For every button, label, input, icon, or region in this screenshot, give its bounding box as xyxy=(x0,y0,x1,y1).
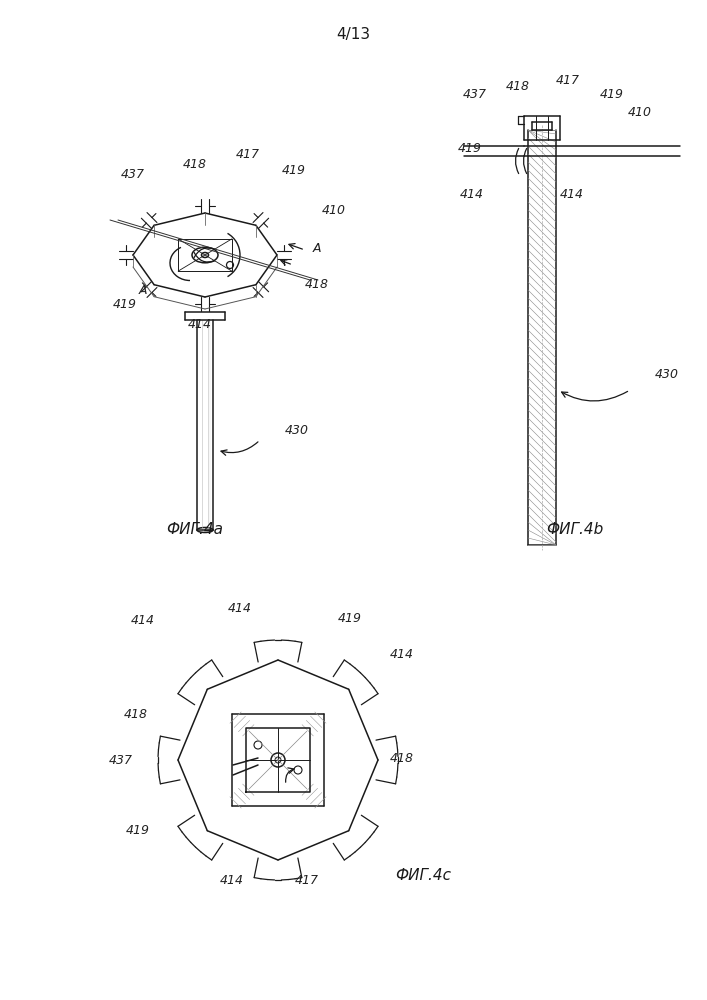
Text: 417: 417 xyxy=(295,874,319,886)
Text: ФИГ.4c: ФИГ.4c xyxy=(395,867,451,882)
Text: 419: 419 xyxy=(338,611,362,624)
Text: A: A xyxy=(313,242,322,255)
Text: 4/13: 4/13 xyxy=(336,27,370,42)
Text: 437: 437 xyxy=(109,754,133,766)
Text: 410: 410 xyxy=(628,105,652,118)
Text: 417: 417 xyxy=(556,74,580,87)
Text: 430: 430 xyxy=(655,368,679,381)
Text: 414: 414 xyxy=(131,613,155,626)
Text: 418: 418 xyxy=(305,278,329,292)
Text: ФИГ.4a: ФИГ.4a xyxy=(167,522,223,538)
Text: ФИГ.4b: ФИГ.4b xyxy=(547,522,604,538)
Text: A: A xyxy=(139,284,147,296)
Text: 419: 419 xyxy=(126,824,150,836)
Text: 419: 419 xyxy=(113,298,137,312)
Text: 430: 430 xyxy=(285,424,309,436)
Text: 414: 414 xyxy=(220,874,244,886)
Text: 414: 414 xyxy=(460,188,484,202)
Text: 418: 418 xyxy=(390,752,414,764)
Text: 410: 410 xyxy=(322,204,346,217)
Text: 437: 437 xyxy=(121,168,145,182)
Text: 419: 419 xyxy=(282,163,306,176)
Text: 418: 418 xyxy=(183,158,207,172)
Text: 414: 414 xyxy=(188,318,212,332)
Text: 418: 418 xyxy=(506,81,530,94)
Text: 414: 414 xyxy=(228,601,252,614)
Text: 418: 418 xyxy=(124,708,148,722)
Text: 414: 414 xyxy=(390,648,414,662)
Text: 419: 419 xyxy=(458,141,482,154)
Text: 437: 437 xyxy=(463,89,487,102)
Text: 417: 417 xyxy=(236,148,260,161)
Text: 414: 414 xyxy=(560,188,584,202)
Text: 419: 419 xyxy=(600,89,624,102)
